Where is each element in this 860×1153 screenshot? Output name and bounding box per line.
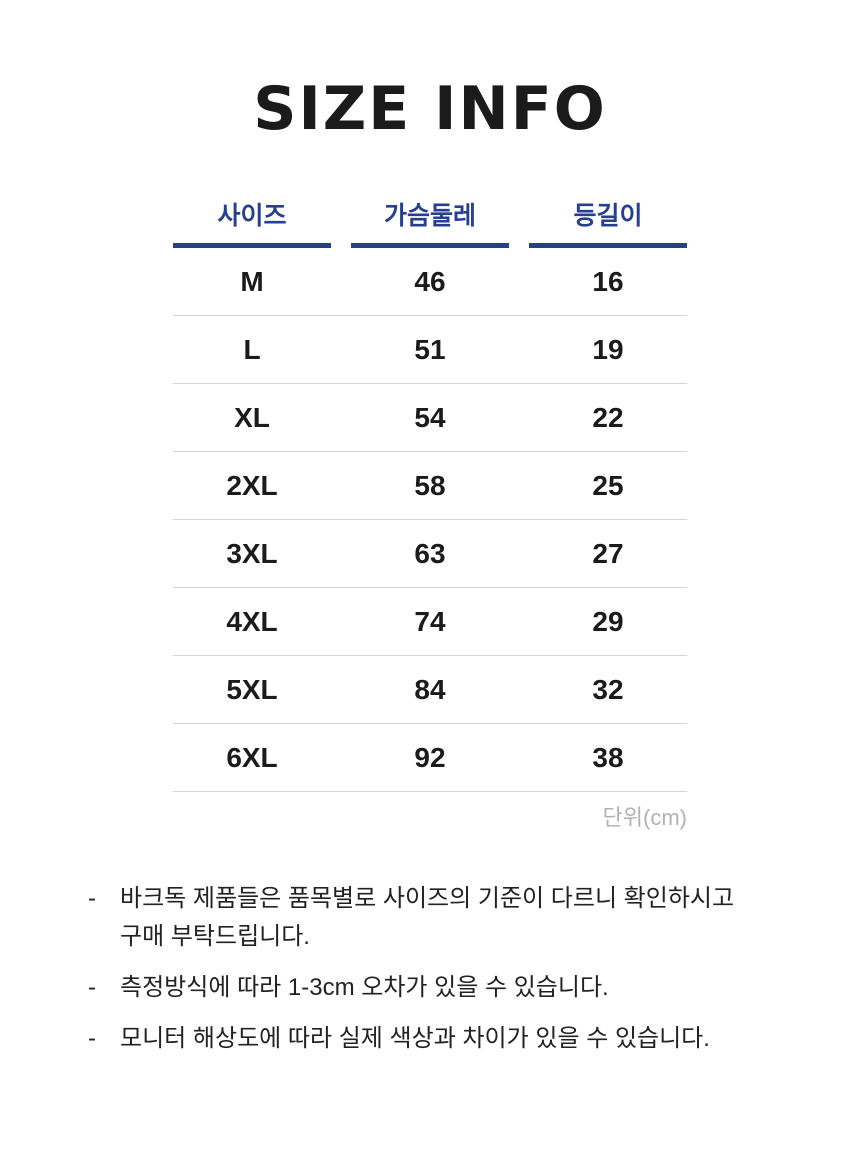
cell-chest: 54 [414,402,446,433]
cell-size: 2XL [226,470,278,501]
size-table-header: 사이즈 가슴둘레 등길이 [173,200,687,248]
cell-back-length: 16 [592,266,624,297]
table-row: L 51 19 [173,316,687,384]
cell-size: L [243,334,261,365]
size-table-body: M 46 16 L 51 19 XL 54 22 2XL 58 25 3XL 6 [173,248,687,792]
cell-chest: 74 [414,606,446,637]
cell-back-length: 19 [592,334,624,365]
cell-back-length: 22 [592,402,624,433]
cell-size: XL [234,402,270,433]
size-table: 사이즈 가슴둘레 등길이 M 46 16 L 51 19 XL 54 22 2X… [173,200,687,832]
note-item: - 모니터 해상도에 따라 실제 색상과 차이가 있을 수 있습니다. [88,1020,800,1058]
cell-back-length: 32 [592,674,624,705]
cell-chest: 92 [414,742,446,773]
note-text: 바크독 제품들은 품목별로 사이즈의 기준이 다르니 확인하시고 구매 부탁드립… [120,885,735,950]
cell-back-length: 29 [592,606,624,637]
table-row: 2XL 58 25 [173,452,687,520]
table-row: M 46 16 [173,248,687,316]
cell-size: 5XL [226,674,278,705]
cell-size: 3XL [226,538,278,569]
cell-back-length: 38 [592,742,624,773]
unit-label: 단위(cm) [602,805,687,830]
note-item: - 바크독 제품들은 품목별로 사이즈의 기준이 다르니 확인하시고 구매 부탁… [88,880,800,956]
table-row: XL 54 22 [173,384,687,452]
cell-chest: 63 [414,538,446,569]
cell-chest: 84 [414,674,446,705]
cell-size: 6XL [226,742,278,773]
cell-size: M [240,266,264,297]
note-item: - 측정방식에 따라 1-3cm 오차가 있을 수 있습니다. [88,969,800,1007]
table-row: 5XL 84 32 [173,656,687,724]
note-dash: - [88,1025,96,1052]
note-text: 측정방식에 따라 1-3cm 오차가 있을 수 있습니다. [120,974,609,1001]
column-header-chest: 가슴둘레 [351,200,509,248]
cell-back-length: 25 [592,470,624,501]
note-text: 모니터 해상도에 따라 실제 색상과 차이가 있을 수 있습니다. [120,1025,710,1052]
table-row: 4XL 74 29 [173,588,687,656]
note-dash: - [88,974,96,1001]
page-title: SIZE INFO [253,74,607,144]
cell-chest: 51 [414,334,446,365]
note-dash: - [88,885,96,912]
table-row: 3XL 63 27 [173,520,687,588]
notes-list: - 바크독 제품들은 품목별로 사이즈의 기준이 다르니 확인하시고 구매 부탁… [88,880,800,1058]
table-row: 6XL 92 38 [173,724,687,792]
cell-back-length: 27 [592,538,624,569]
cell-chest: 46 [414,266,446,297]
column-header-size: 사이즈 [173,200,331,248]
cell-chest: 58 [414,470,446,501]
cell-size: 4XL [226,606,278,637]
column-header-back-length: 등길이 [529,200,687,248]
